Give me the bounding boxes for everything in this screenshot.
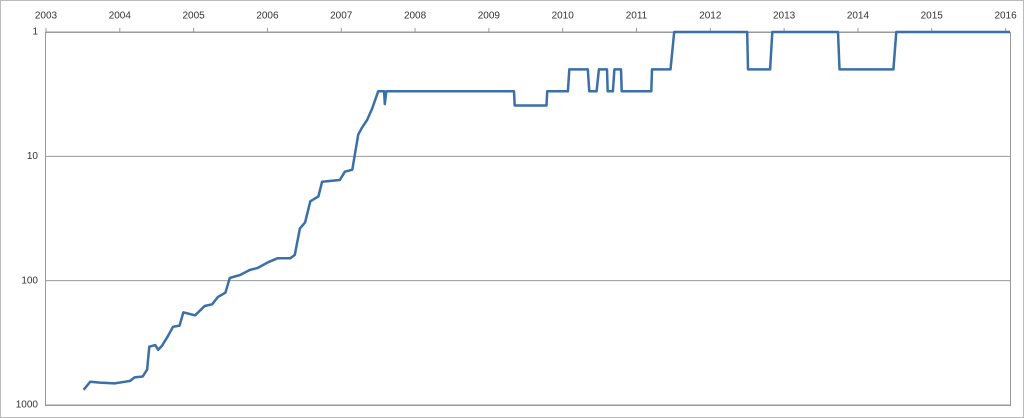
x-tick-label: 2008 — [404, 11, 427, 22]
x-tick-label: 2014 — [847, 11, 870, 22]
x-tick-label: 2006 — [256, 11, 279, 22]
x-tick-label: 2011 — [626, 11, 648, 22]
x-tick-label: 2016 — [994, 11, 1017, 22]
x-tick-label: 2013 — [773, 11, 796, 22]
x-tick-label: 2012 — [699, 11, 722, 22]
x-tick-label: 2010 — [552, 11, 575, 22]
y-tick-label: 10 — [27, 151, 39, 162]
data-line — [82, 30, 1010, 391]
x-tick-label: 2003 — [35, 11, 58, 22]
y-tick-label: 1 — [32, 27, 38, 38]
x-tick-label: 2009 — [478, 11, 501, 22]
x-tick-label: 2007 — [330, 11, 353, 22]
x-tick-label: 2005 — [183, 11, 206, 22]
x-tick-label: 2004 — [109, 11, 132, 22]
y-tick-label: 1000 — [16, 400, 39, 411]
y-tick-label: 100 — [21, 275, 38, 286]
x-tick-label: 2015 — [921, 11, 944, 22]
